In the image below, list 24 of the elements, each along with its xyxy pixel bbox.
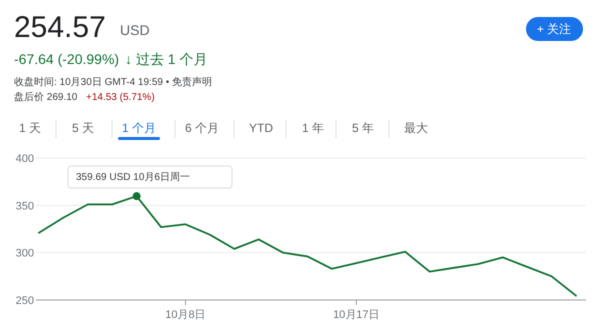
y-tick-label: 300 bbox=[16, 248, 34, 260]
annotation: 6 个月 bbox=[174, 120, 219, 138]
annotation: 盘后价 269.10 bbox=[14, 92, 78, 103]
y-tick-label: 350 bbox=[16, 200, 34, 212]
annotation: 5 天 bbox=[56, 120, 94, 138]
y-tick-label: 400 bbox=[16, 153, 34, 165]
annotation: 1 年 bbox=[286, 120, 324, 138]
annotation: 5 年 bbox=[336, 120, 374, 138]
annotation: USD bbox=[120, 22, 150, 38]
annotation: 1 天 bbox=[19, 121, 41, 135]
annotation: 359.69 USD 10月6日周一 bbox=[68, 166, 232, 188]
y-tick-label: 250 bbox=[16, 295, 34, 307]
annotation: -67.64 (-20.99%) bbox=[14, 51, 120, 67]
annotation: + 关注 bbox=[526, 17, 583, 41]
x-tick-label: 10月8日 bbox=[165, 309, 206, 321]
annotation: 254.57 bbox=[14, 11, 106, 44]
annotation: 收盘时间: 10月30日 GMT-4 19:59 • 免责声明 bbox=[14, 77, 212, 88]
x-tick-label: 10月17日 bbox=[333, 309, 380, 321]
annotation: 最大 bbox=[388, 120, 428, 138]
annotation: YTD bbox=[234, 120, 273, 138]
annotation: 359.69 USD 10月6日周一 bbox=[76, 172, 190, 183]
annotation: ↓ 过去 1 个月 bbox=[125, 51, 208, 67]
annotation: 1 个月 bbox=[112, 120, 160, 140]
annotation: +14.53 (5.71%) bbox=[86, 92, 155, 103]
